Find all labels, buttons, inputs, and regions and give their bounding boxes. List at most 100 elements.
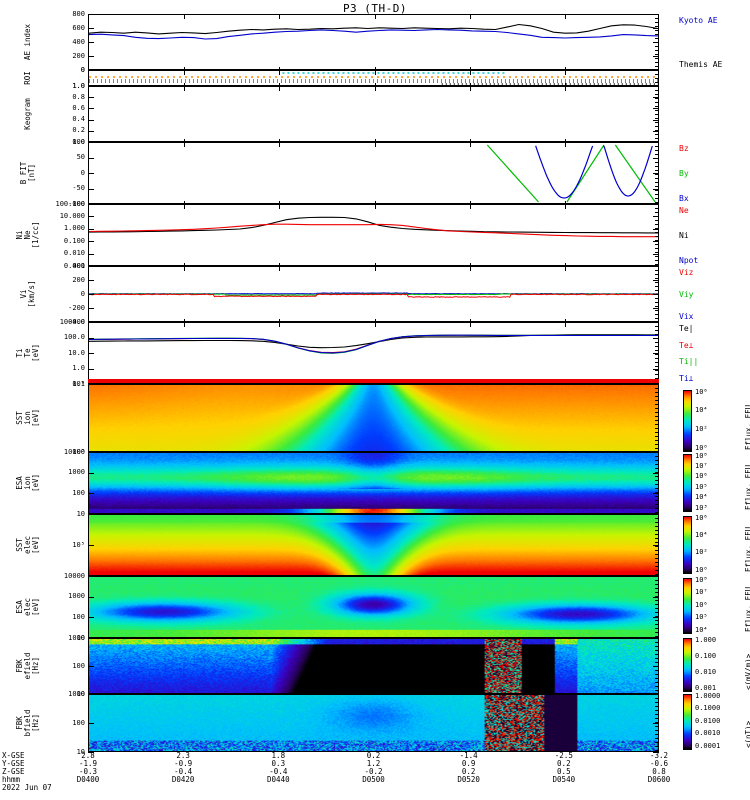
- minor-tick: [655, 530, 659, 531]
- panel-bfit[interactable]: [88, 142, 659, 204]
- saturation-strip: [88, 379, 659, 383]
- cb-fbk-e-tick: 0.100: [695, 651, 717, 660]
- minor-tick: [655, 750, 659, 751]
- panel-density-ytick: 0.100: [63, 236, 85, 245]
- minor-tick: [655, 710, 659, 711]
- minor-tick: [655, 362, 659, 363]
- minor-tick: [655, 266, 659, 267]
- panel-density[interactable]: [88, 204, 659, 266]
- panel-temperature[interactable]: [88, 322, 659, 384]
- panel-sst-electron[interactable]: [88, 514, 659, 576]
- panel-esa-electron-ytick: 10: [76, 633, 85, 642]
- page-title: P3 (TH-D): [342, 2, 408, 15]
- minor-tick: [655, 106, 659, 107]
- minor-tick: [655, 354, 659, 355]
- tick-mark: [88, 188, 94, 190]
- x-tick: [565, 15, 566, 19]
- cb-fbk-b-tick: 0.1000: [695, 704, 721, 712]
- minor-tick: [655, 358, 659, 359]
- minor-tick: [655, 70, 659, 71]
- minor-tick: [655, 298, 659, 299]
- panel-bfit-ytick: -100: [68, 199, 85, 208]
- minor-tick: [655, 384, 659, 385]
- minor-tick: [655, 260, 659, 261]
- x-tick: [565, 71, 566, 75]
- panel-esa-ion-spectrogram: [89, 453, 658, 513]
- tick-mark: [653, 368, 659, 370]
- minor-tick: [655, 662, 659, 663]
- tick-mark: [88, 241, 94, 243]
- minor-tick: [655, 374, 659, 375]
- panel-ae-index-ytick: 800: [72, 9, 85, 18]
- tick-mark: [88, 576, 94, 577]
- x-tick: [565, 67, 566, 69]
- minor-tick: [655, 616, 659, 617]
- x-tick: [375, 143, 376, 147]
- panel-roi[interactable]: [88, 70, 659, 86]
- x-tick: [279, 201, 280, 203]
- tick-mark: [88, 514, 94, 515]
- minor-tick: [655, 632, 659, 633]
- tick-mark: [88, 108, 94, 110]
- minor-tick: [655, 440, 659, 441]
- panel-sst-ion-ylabel: SST ion [eV]: [15, 408, 40, 428]
- panel-sst-electron-spectrogram: [89, 515, 658, 575]
- panel-velocity-ytick: 400: [72, 261, 85, 270]
- minor-tick: [655, 42, 659, 43]
- panel-esa-ion[interactable]: [88, 452, 659, 514]
- panel-esa-ion-ytick: 10: [76, 509, 85, 518]
- minor-tick: [655, 38, 659, 39]
- minor-tick: [655, 674, 659, 675]
- x-tick: [375, 205, 376, 209]
- minor-tick: [655, 138, 659, 139]
- cb-fbk-e: [683, 638, 692, 692]
- cb-esa-ion-title: Eflux, EFU: [744, 464, 750, 510]
- tick-mark: [653, 56, 659, 57]
- cb-fbk-b-title: <(nT)>: [744, 720, 750, 748]
- minor-tick: [655, 508, 659, 509]
- minor-tick: [655, 608, 659, 609]
- minor-tick: [655, 734, 659, 735]
- minor-tick: [655, 220, 659, 221]
- panel-esa-electron[interactable]: [88, 576, 659, 638]
- panel-keogram-ytick: 0.4: [72, 115, 85, 124]
- panel-keogram[interactable]: [88, 86, 659, 142]
- minor-tick: [655, 166, 659, 167]
- tick-mark: [653, 752, 659, 753]
- panel-velocity[interactable]: [88, 266, 659, 322]
- panel-sst-ion[interactable]: [88, 384, 659, 452]
- panel-velocity-ytick: -400: [68, 317, 85, 326]
- minor-tick: [655, 654, 659, 655]
- cb-fbk-e-title: <(mV/m)>: [744, 653, 750, 690]
- x-tick: [470, 15, 471, 19]
- minor-tick: [655, 522, 659, 523]
- minor-tick: [655, 34, 659, 35]
- panel-fbk-b[interactable]: [88, 694, 659, 752]
- minor-tick: [655, 264, 659, 265]
- minor-tick: [655, 78, 659, 79]
- panel-fbk-e[interactable]: [88, 638, 659, 694]
- x-tick: [565, 139, 566, 141]
- x-tick: [470, 139, 471, 141]
- minor-tick: [655, 504, 659, 505]
- minor-tick: [655, 198, 659, 199]
- cb-sst-ion-tick: 10⁴: [695, 406, 708, 415]
- x-tick: [565, 319, 566, 321]
- minor-tick: [655, 650, 659, 651]
- legend-viy: Viy: [679, 290, 694, 299]
- minor-tick: [655, 388, 659, 389]
- x-tick: [184, 83, 185, 85]
- panel-bfit-ytick: 0: [80, 168, 85, 177]
- panel-esa-electron-ylabel: ESA elec [eV]: [15, 597, 40, 617]
- panel-velocity-ytick: -200: [68, 303, 85, 312]
- minor-tick: [655, 620, 659, 621]
- cb-sst-electron-tick: 10⁴: [695, 530, 708, 539]
- x-tick: [375, 201, 376, 203]
- panel-ae-index[interactable]: [88, 14, 659, 70]
- legend-ni: Ni: [679, 231, 689, 240]
- minor-tick: [655, 492, 659, 493]
- tick-mark: [88, 694, 94, 695]
- minor-tick: [655, 204, 659, 205]
- minor-tick: [655, 14, 659, 15]
- minor-tick: [655, 436, 659, 437]
